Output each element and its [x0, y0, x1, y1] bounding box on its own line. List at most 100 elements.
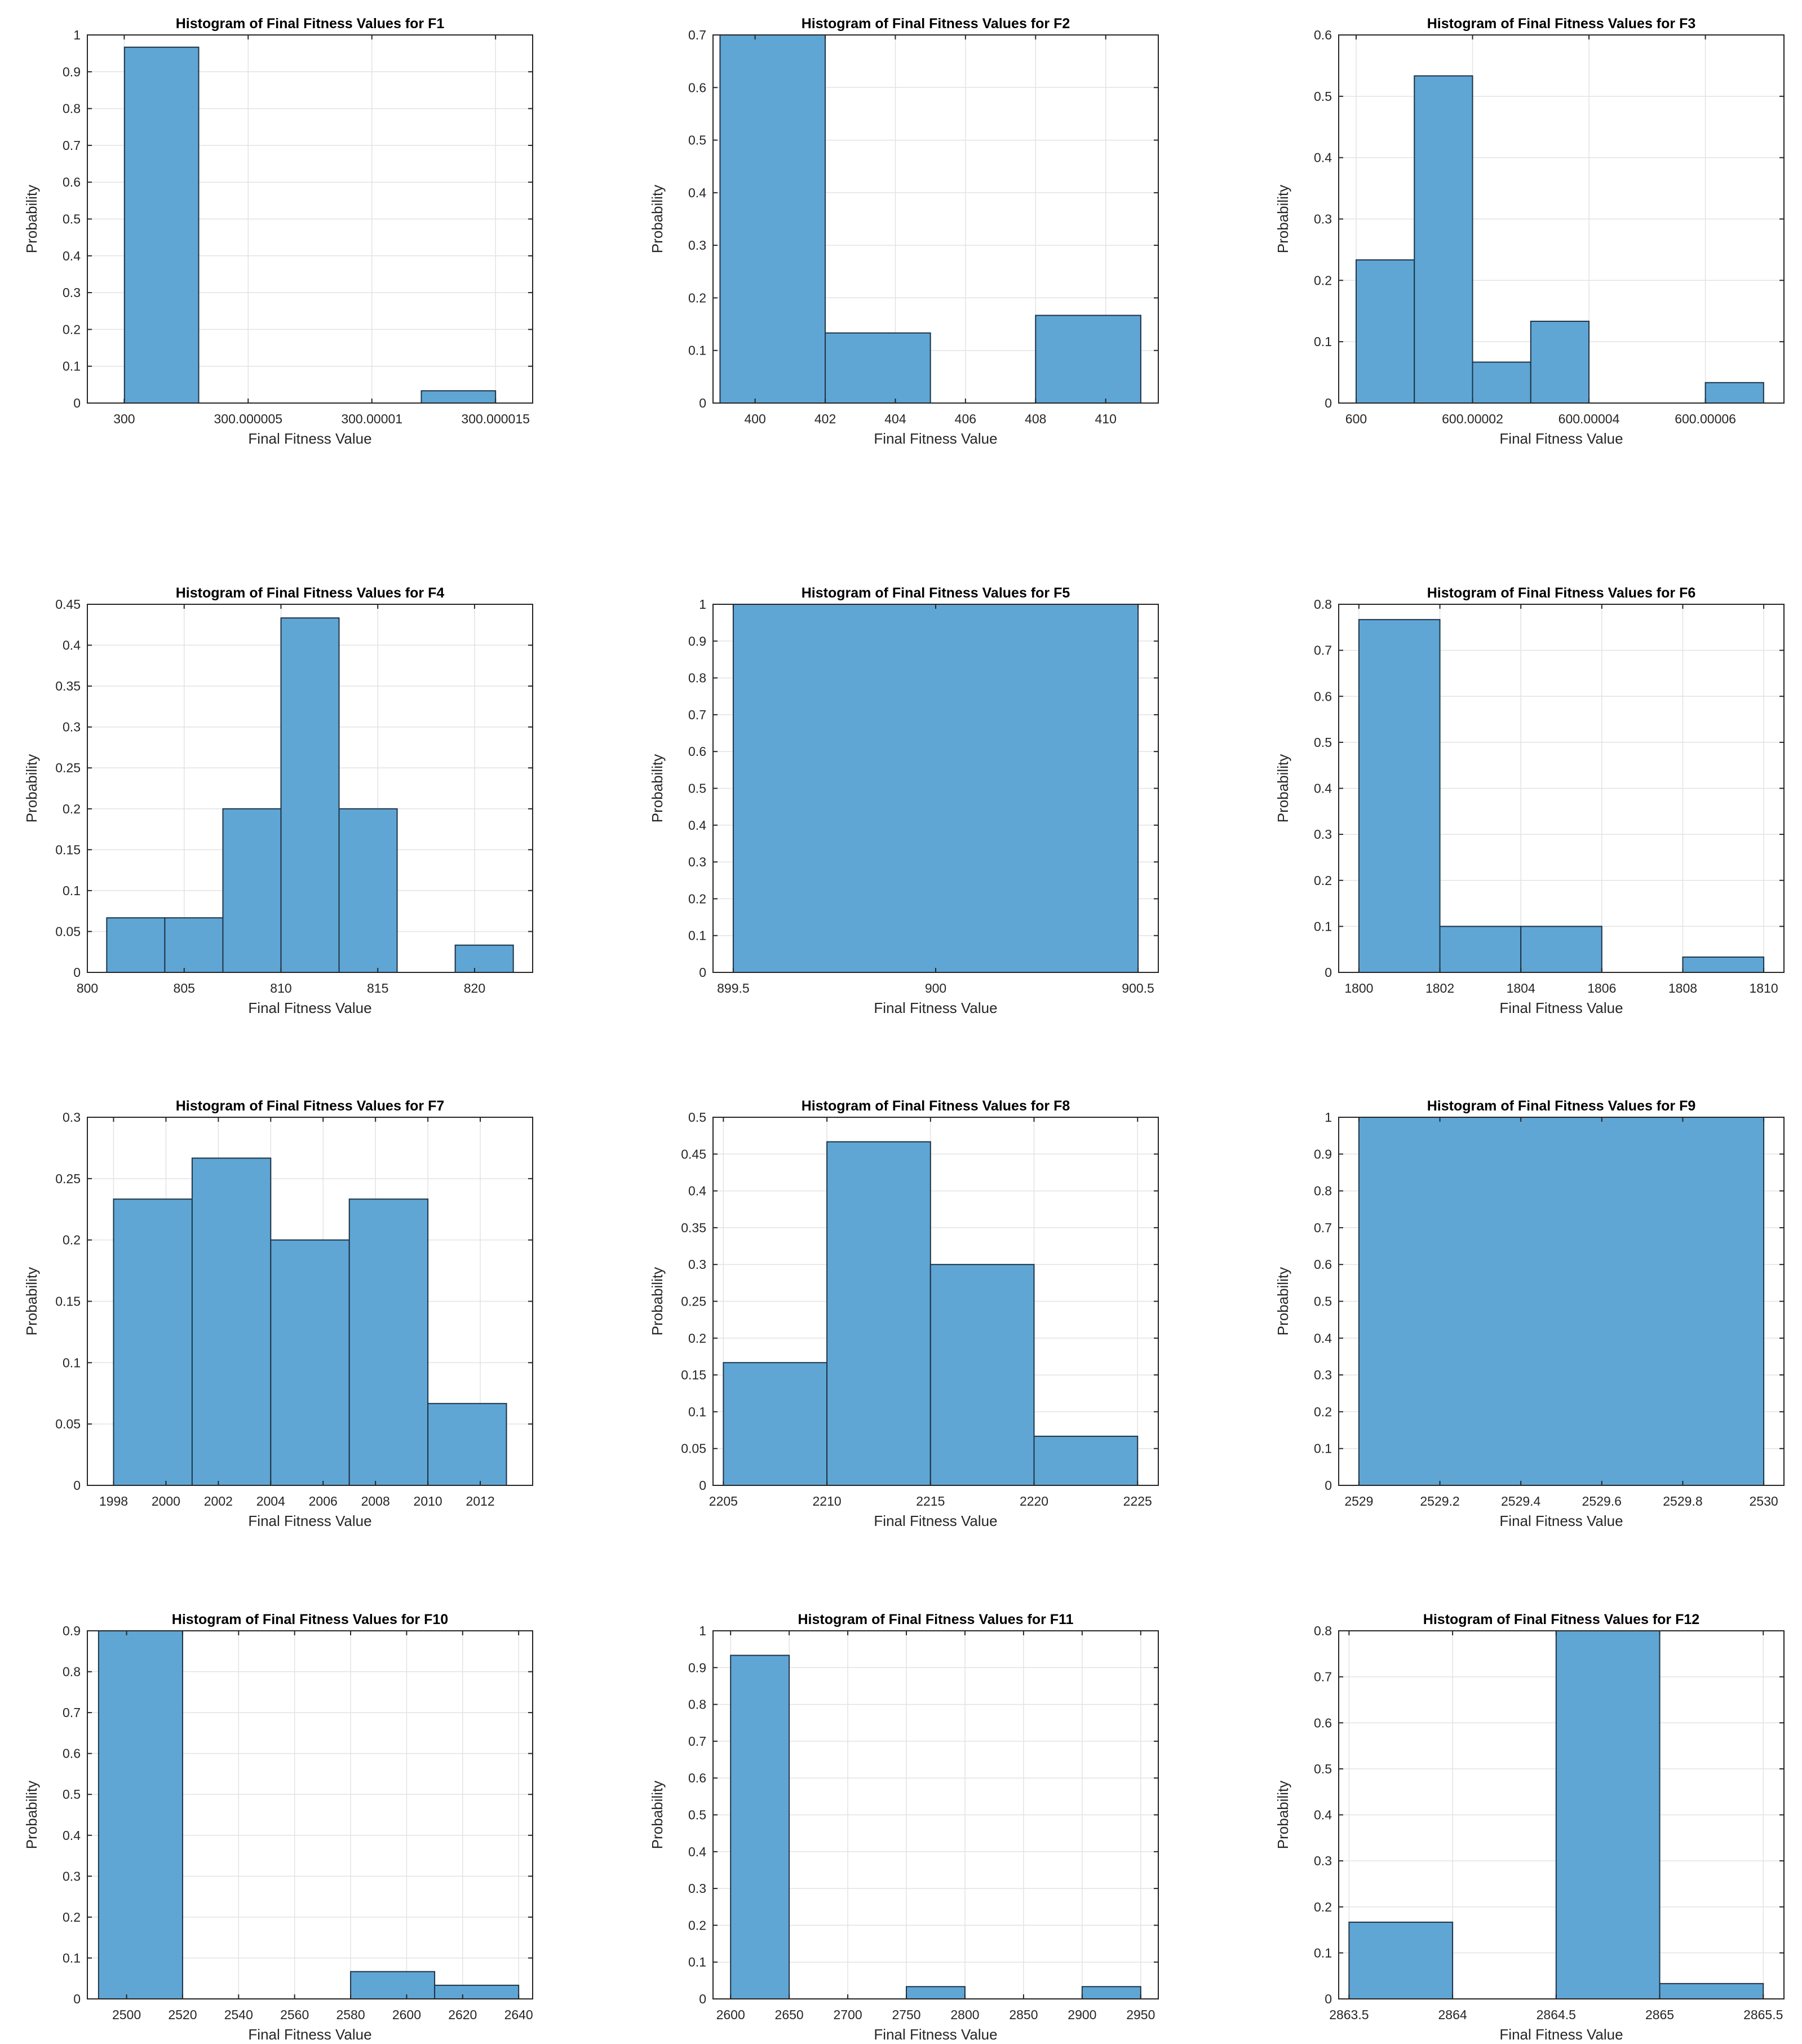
- y-tick-label: 0.8: [688, 671, 706, 685]
- y-tick-label: 1: [699, 597, 706, 612]
- y-tick-label: 0.4: [688, 185, 706, 200]
- histogram-bar: [106, 917, 166, 974]
- histogram-bar: [1033, 1435, 1139, 1486]
- x-tick-label: 2800: [950, 2007, 979, 2022]
- y-tick-label: 0.3: [688, 1881, 706, 1896]
- x-axis-label: Final Fitness Value: [248, 1512, 371, 1529]
- y-tick-label: 0.1: [63, 883, 81, 898]
- y-tick-label: 0.1: [1314, 1441, 1332, 1456]
- y-tick-label: 0: [1325, 965, 1332, 980]
- y-tick-label: 0.2: [688, 1918, 706, 1932]
- x-tick-label: 2529.2: [1420, 1494, 1459, 1508]
- y-tick-label: 0.6: [688, 744, 706, 759]
- x-tick-label: 1810: [1750, 981, 1778, 996]
- x-tick-label: 2530: [1750, 1494, 1778, 1508]
- x-tick-label: 2008: [361, 1494, 390, 1508]
- histogram-bar: [1682, 956, 1765, 973]
- y-tick-label: 0: [73, 1992, 81, 2006]
- x-tick-label: 2850: [1009, 2007, 1038, 2022]
- histogram-bar: [825, 332, 931, 404]
- y-tick-label: 0.05: [55, 924, 81, 939]
- x-tick-label: 2540: [224, 2007, 253, 2022]
- x-tick-label: 2529.4: [1501, 1494, 1541, 1508]
- x-tick-label: 1800: [1344, 981, 1373, 996]
- y-tick-label: 0: [1325, 1992, 1332, 2006]
- x-tick-label: 2002: [204, 1494, 233, 1508]
- y-tick-label: 0.7: [688, 28, 706, 42]
- y-tick-label: 0.9: [688, 634, 706, 648]
- y-tick-label: 0.5: [63, 1787, 81, 1802]
- y-tick-label: 0.1: [688, 1404, 706, 1419]
- y-tick-label: 0.15: [681, 1368, 706, 1382]
- histogram-bar: [1472, 361, 1531, 404]
- x-tick-label: 2500: [112, 2007, 141, 2022]
- y-tick-label: 0.15: [55, 1294, 81, 1309]
- y-axis-label: Probability: [1274, 185, 1291, 253]
- y-tick-label: 0.4: [63, 638, 81, 653]
- x-tick-label: 2006: [309, 1494, 338, 1508]
- x-tick-label: 2010: [414, 1494, 442, 1508]
- y-tick-label: 0.25: [55, 760, 81, 775]
- y-tick-label: 0.7: [63, 138, 81, 153]
- y-axis-label: Probability: [649, 1781, 666, 1849]
- histogram-bar: [348, 1198, 429, 1486]
- y-tick-label: 0.3: [1314, 1853, 1332, 1868]
- y-tick-label: 0.7: [688, 707, 706, 722]
- y-tick-label: 1: [699, 1623, 706, 1638]
- y-tick-label: 0.3: [63, 1110, 81, 1125]
- y-tick-label: 0.4: [688, 1844, 706, 1859]
- histogram-bar: [164, 917, 224, 974]
- y-tick-label: 0.6: [63, 175, 81, 189]
- x-tick-label: 2210: [813, 1494, 842, 1508]
- x-tick-label: 2529.6: [1582, 1494, 1622, 1508]
- axes-box: [712, 34, 1159, 404]
- y-tick-label: 0.2: [688, 1331, 706, 1346]
- histogram-bar: [1704, 382, 1764, 404]
- x-tick-label: 408: [1025, 412, 1046, 426]
- x-tick-label: 2640: [504, 2007, 533, 2022]
- x-axis-label: Final Fitness Value: [874, 2026, 997, 2043]
- histogram-bar: [113, 1198, 193, 1486]
- y-tick-label: 0.5: [1314, 735, 1332, 750]
- y-tick-label: 0: [73, 965, 81, 980]
- histogram-bar: [1358, 1117, 1765, 1486]
- y-tick-label: 0: [73, 1478, 81, 1493]
- chart-panel-f5: 899.5 900 900.5 0 0.1 0.2 0.3 0.4 0.5 0.6 0.7 0.8 0.…: [649, 585, 1159, 1016]
- y-tick-label: 0.1: [1314, 1945, 1332, 1960]
- x-axis-label: Final Fitness Value: [874, 430, 997, 447]
- x-tick-label: 2215: [916, 1494, 945, 1508]
- chart-title: Histogram of Final Fitness Values for F1: [176, 16, 445, 32]
- y-tick-label: 0.9: [688, 1660, 706, 1675]
- x-tick-label: 2865: [1645, 2007, 1674, 2022]
- y-tick-label: 0.6: [1314, 1257, 1332, 1272]
- y-tick-label: 0.4: [1314, 1808, 1332, 1822]
- y-tick-label: 0.1: [63, 359, 81, 374]
- x-tick-label: 800: [77, 981, 98, 996]
- histogram-bar: [732, 604, 1139, 973]
- y-tick-label: 0.5: [688, 781, 706, 796]
- x-tick-label: 2863.5: [1329, 2007, 1369, 2022]
- histogram-bar: [1530, 320, 1590, 404]
- x-tick-label: 404: [884, 412, 906, 426]
- y-tick-label: 0.1: [688, 343, 706, 358]
- x-tick-label: 2900: [1068, 2007, 1096, 2022]
- y-tick-label: 1: [73, 28, 81, 42]
- x-tick-label: 2620: [448, 2007, 477, 2022]
- x-tick-label: 820: [464, 981, 485, 996]
- y-tick-label: 0.3: [63, 285, 81, 300]
- y-tick-label: 0.5: [63, 212, 81, 227]
- chart-panel-f11: 2600 2650 2700 2750 2800 2850 2900 2950 0 0.1 0.2 0…: [649, 1612, 1159, 2043]
- y-tick-label: 0.6: [1314, 28, 1332, 42]
- chart-title: Histogram of Final Fitness Values for F1…: [1423, 1612, 1699, 1627]
- chart-panel-f2: 400 402 404 406 408 410 0 0.1 0.2 0.3 0.4 0.5 0.6 0.7…: [649, 16, 1159, 447]
- y-tick-label: 0.7: [688, 1734, 706, 1749]
- histogram-bar: [1555, 1630, 1661, 1999]
- y-tick-label: 0.2: [63, 802, 81, 816]
- y-tick-label: 0.7: [63, 1705, 81, 1720]
- y-tick-label: 0: [1325, 1478, 1332, 1493]
- y-tick-label: 0.2: [63, 1910, 81, 1924]
- histogram-bar: [1355, 259, 1415, 404]
- histogram-bar: [222, 808, 282, 974]
- histogram-bar: [1081, 1986, 1141, 2000]
- chart-panel-f6: 1800 1802 1804 1806 1808 1810 0 0.1 0.2 0.3 0.4 0.5…: [1274, 585, 1785, 1016]
